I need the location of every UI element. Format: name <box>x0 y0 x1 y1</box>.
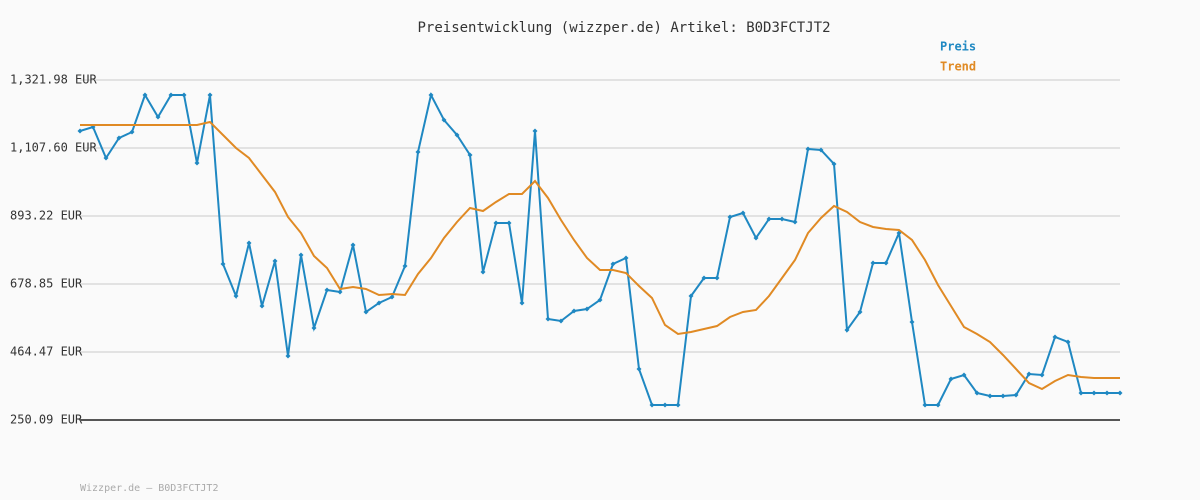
legend-label: Preis <box>940 40 976 54</box>
y-tick-label: 464.47 EUR <box>10 344 83 358</box>
point-marker <box>597 297 603 303</box>
legend-label: Trend <box>940 60 976 74</box>
point-marker <box>1039 372 1045 378</box>
point-marker <box>532 128 538 134</box>
chart-title: Preisentwicklung (wizzper.de) Artikel: B… <box>417 20 830 36</box>
point-marker <box>519 300 525 306</box>
point-marker <box>974 390 980 396</box>
point-marker <box>77 128 83 134</box>
point-marker <box>428 92 434 98</box>
point-marker <box>545 316 551 322</box>
point-marker <box>285 353 291 359</box>
point-marker <box>402 263 408 269</box>
series-line <box>80 120 1120 391</box>
point-marker <box>1065 339 1071 345</box>
point-marker <box>649 402 655 408</box>
y-tick-label: 250.09 EUR <box>10 413 83 427</box>
point-marker <box>818 147 824 153</box>
point-marker <box>337 289 343 295</box>
point-marker <box>558 318 564 324</box>
point-marker <box>506 220 512 226</box>
point-marker <box>168 92 174 98</box>
point-marker <box>584 306 590 312</box>
point-marker <box>298 252 304 258</box>
point-marker <box>636 366 642 372</box>
point-marker <box>623 255 629 261</box>
point-marker <box>194 160 200 166</box>
point-marker <box>675 402 681 408</box>
point-marker <box>701 275 707 281</box>
point-marker <box>441 117 447 123</box>
point-marker <box>922 402 928 408</box>
point-marker <box>753 235 759 241</box>
point-marker <box>142 92 148 98</box>
point-marker <box>766 216 772 222</box>
point-marker <box>324 287 330 293</box>
point-marker <box>1078 390 1084 396</box>
point-marker <box>1013 392 1019 398</box>
point-marker <box>961 372 967 378</box>
point-marker <box>415 149 421 155</box>
point-marker <box>571 308 577 314</box>
point-marker <box>662 402 668 408</box>
point-marker <box>805 146 811 152</box>
point-marker <box>116 135 122 141</box>
point-marker <box>727 214 733 220</box>
point-marker <box>714 275 720 281</box>
point-marker <box>688 293 694 299</box>
point-marker <box>1000 393 1006 399</box>
point-marker <box>493 220 499 226</box>
point-marker <box>259 303 265 309</box>
y-tick-label: 678.85 EUR <box>10 276 83 290</box>
point-marker <box>233 293 239 299</box>
point-marker <box>935 402 941 408</box>
point-marker <box>792 219 798 225</box>
point-marker <box>376 300 382 306</box>
point-marker <box>272 258 278 264</box>
point-marker <box>207 92 213 98</box>
point-marker <box>909 319 915 325</box>
y-tick-label: 893.22 EUR <box>10 209 83 223</box>
point-marker <box>831 161 837 167</box>
point-marker <box>454 132 460 138</box>
point-marker <box>103 155 109 161</box>
point-marker <box>1104 390 1110 396</box>
point-marker <box>844 327 850 333</box>
y-tick-label: 1,107.60 EUR <box>10 141 97 155</box>
point-marker <box>1026 371 1032 377</box>
point-marker <box>1091 390 1097 396</box>
point-marker <box>246 240 252 246</box>
point-marker <box>311 325 317 331</box>
point-marker <box>948 376 954 382</box>
y-tick-label: 1,321.98 EUR <box>10 73 97 87</box>
point-marker <box>389 294 395 300</box>
point-marker <box>870 260 876 266</box>
point-marker <box>740 210 746 216</box>
point-marker <box>129 129 135 135</box>
footer: Wizzper.de – B0D3FCTJT2 <box>80 483 218 494</box>
point-marker <box>155 114 161 120</box>
point-marker <box>350 242 356 248</box>
point-marker <box>363 309 369 315</box>
point-marker <box>779 216 785 222</box>
point-marker <box>467 152 473 158</box>
point-marker <box>883 260 889 266</box>
point-marker <box>1052 334 1058 340</box>
point-marker <box>610 261 616 267</box>
point-marker <box>857 309 863 315</box>
point-marker <box>1117 390 1123 396</box>
point-marker <box>987 393 993 399</box>
point-marker <box>220 261 226 267</box>
point-marker <box>181 92 187 98</box>
point-marker <box>480 269 486 275</box>
